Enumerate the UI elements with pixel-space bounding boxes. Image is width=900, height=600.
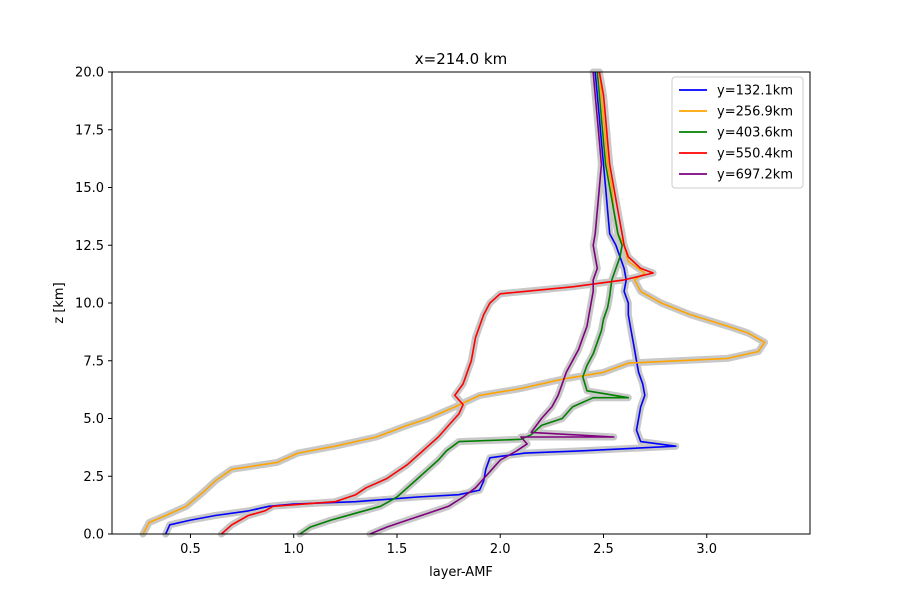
y-tick-label: 20.0 [75,66,104,81]
x-tick-label: 2.0 [490,542,511,557]
series-line-5 [369,71,615,535]
legend-label-1: y=132.1km [717,84,793,99]
legend-label-2: y=256.9km [717,105,793,120]
legend-box [671,76,804,189]
y-tick-label: 2.5 [83,470,104,485]
x-tick-label: 0.5 [180,542,201,557]
series-line-1 [164,71,677,535]
y-tick-label: 5.0 [83,412,104,427]
y-tick-label: 7.5 [83,354,104,369]
x-tick-label: 1.5 [387,542,408,557]
y-tick-label: 12.5 [75,239,104,254]
x-axis-ticks: 0.5 1.0 1.5 2.0 2.5 3.0 [180,534,717,557]
y-tick-label: 10.0 [75,297,104,312]
series-line-4 [220,71,654,535]
chart-title: x=214.0 km [415,50,507,68]
legend-label-3: y=403.6km [717,126,793,141]
legend-label-5: y=697.2km [717,168,793,183]
x-axis-label: layer-AMF [429,565,493,580]
legend: y=132.1km y=256.9km y=403.6km y=550.4km y=69… [671,76,804,189]
y-tick-label: 17.5 [75,123,104,138]
y-axis-ticks: 0.0 2.5 5.0 7.5 10.0 12.5 15.0 17.5 20.0 [75,66,112,543]
x-tick-label: 3.0 [696,542,717,557]
y-axis-label: z [km] [52,282,67,323]
y-tick-label: 0.0 [83,528,104,543]
series-line-3 [299,71,630,535]
x-tick-label: 2.5 [593,542,614,557]
y-tick-label: 15.0 [75,181,104,196]
x-tick-label: 1.0 [283,542,304,557]
legend-label-4: y=550.4km [717,147,793,162]
series-lines [142,71,766,535]
